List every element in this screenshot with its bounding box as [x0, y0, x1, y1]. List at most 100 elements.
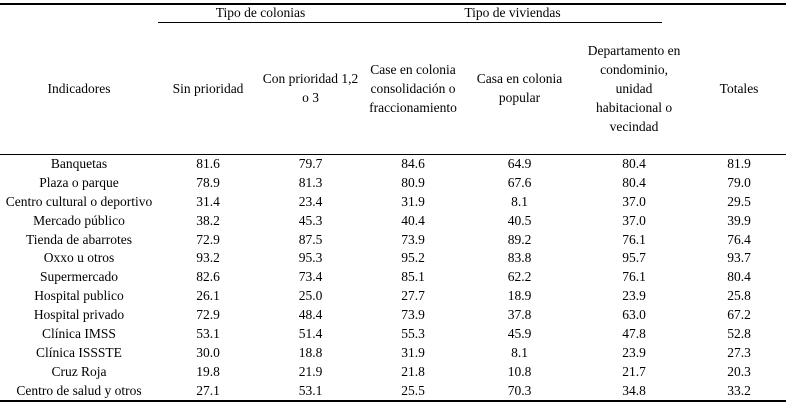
cell-value: 8.1	[511, 193, 528, 209]
cell-value: 31.9	[401, 344, 425, 360]
cell-value: 83.8	[507, 250, 532, 266]
cell-value: 47.8	[622, 325, 646, 341]
row-label: Tienda de abarrotes	[26, 231, 132, 247]
cell-value: 62.2	[507, 269, 532, 285]
cell-value: 95.2	[401, 250, 425, 266]
spanner-spacer-left	[0, 4, 158, 23]
column-header-row: Indicadores Sin prioridad Con prioridad …	[0, 23, 786, 155]
cell-value: 40.4	[401, 212, 425, 228]
cell-value: 79.7	[298, 155, 323, 171]
cell-value: 63.0	[622, 307, 646, 323]
table-row: Hospital privado 72.9 48.4 73.9 37.8 63.0 67.…	[0, 306, 786, 325]
cell-value: 80.4	[622, 155, 646, 171]
cell-value: 20.3	[727, 363, 751, 379]
group-header-tipo-de-colonias: Tipo de colonias	[158, 4, 364, 23]
cell-value: 39.9	[727, 212, 751, 228]
cell-value: 67.2	[727, 307, 751, 323]
cell-value: 19.8	[196, 363, 220, 379]
column-header-con-prioridad: Con prioridad 1,2 o 3	[258, 23, 364, 155]
cell-value: 82.6	[196, 269, 220, 285]
table-row: Tienda de abarrotes 72.9 87.5 73.9 89.2 76.1…	[0, 230, 786, 249]
column-header-totales: Totales	[692, 23, 786, 155]
cell-value: 18.9	[507, 288, 532, 304]
row-label: Clínica IMSS	[42, 325, 116, 341]
cell-value: 26.1	[196, 288, 220, 304]
cell-value: 21.9	[298, 363, 323, 379]
cell-value: 73.4	[298, 269, 323, 285]
row-label: Hospital publico	[34, 288, 124, 304]
column-header-sin-prioridad: Sin prioridad	[158, 23, 258, 155]
cell-value: 23.9	[622, 344, 646, 360]
column-header-casa-consolidacion: Case en colonia consolidación o fraccion…	[363, 23, 464, 155]
cell-value: 40.5	[507, 212, 532, 228]
cell-value: 85.1	[401, 269, 425, 285]
cell-value: 52.8	[727, 325, 751, 341]
cell-value: 31.4	[196, 193, 220, 209]
cell-value: 70.3	[507, 382, 532, 398]
table-row: Mercado público 38.2 45.3 40.4 40.5 37.0 39.9	[0, 211, 786, 230]
indicators-table: Tipo de colonias Tipo de viviendas Indic…	[0, 3, 786, 403]
row-label: Supermercado	[40, 269, 118, 285]
cell-value: 81.3	[298, 174, 323, 190]
cell-value: 55.3	[401, 325, 425, 341]
cell-value: 67.6	[507, 174, 532, 190]
cell-value: 45.9	[507, 325, 532, 341]
cell-value: 34.8	[622, 382, 646, 398]
cell-value: 80.4	[622, 174, 646, 190]
row-label: Oxxo u otros	[43, 250, 115, 266]
cell-value: 72.9	[196, 307, 220, 323]
cell-value: 87.5	[298, 231, 323, 247]
row-label: Centro de salud y otros	[16, 382, 142, 398]
cell-value: 37.8	[507, 307, 532, 323]
cell-value: 64.9	[507, 155, 532, 171]
cell-value: 45.3	[298, 212, 323, 228]
row-label: Centro cultural o deportivo	[5, 193, 153, 209]
cell-value: 27.1	[196, 382, 220, 398]
group-header-tipo-de-viviendas: Tipo de viviendas	[363, 4, 692, 23]
table-row: Cruz Roja 19.8 21.9 21.8 10.8 21.7 20.3	[0, 362, 786, 381]
cell-value: 76.1	[622, 269, 646, 285]
column-group-row: Tipo de colonias Tipo de viviendas	[0, 4, 786, 23]
table-row: Supermercado 82.6 73.4 85.1 62.2 76.1 80.4	[0, 268, 786, 287]
cell-value: 81.9	[727, 155, 751, 171]
cell-value: 76.1	[622, 231, 646, 247]
cell-value: 89.2	[507, 231, 532, 247]
cell-value: 25.0	[298, 288, 323, 304]
cell-value: 23.4	[298, 193, 323, 209]
cell-value: 30.0	[196, 344, 220, 360]
cell-value: 81.6	[196, 155, 220, 171]
cell-value: 80.9	[401, 174, 425, 190]
cell-value: 80.4	[727, 269, 751, 285]
table-row: Clínica ISSSTE 30.0 18.8 31.9 8.1 23.9 27.3	[0, 343, 786, 362]
row-label: Plaza o parque	[39, 174, 119, 190]
cell-value: 73.9	[401, 231, 425, 247]
cell-value: 95.3	[298, 250, 323, 266]
cell-value: 25.5	[401, 382, 425, 398]
table-row: Oxxo u otros 93.2 95.3 95.2 83.8 95.7 93.7	[0, 249, 786, 268]
cell-value: 23.9	[622, 288, 646, 304]
spanner-spacer-right	[692, 4, 786, 23]
row-label: Mercado público	[33, 212, 125, 228]
cell-value: 38.2	[196, 212, 220, 228]
cell-value: 29.5	[727, 193, 751, 209]
table-row: Banquetas 81.6 79.7 84.6 64.9 80.4 81.9	[0, 154, 786, 173]
cell-value: 33.2	[727, 382, 751, 398]
cell-value: 72.9	[196, 231, 220, 247]
cell-value: 93.7	[727, 250, 751, 266]
row-label: Banquetas	[50, 155, 108, 171]
group-header-label: Tipo de viviendas	[363, 5, 663, 23]
cell-value: 21.8	[401, 363, 425, 379]
table-body: Banquetas 81.6 79.7 84.6 64.9 80.4 81.9 Plaza…	[0, 154, 786, 401]
group-header-label: Tipo de colonias	[158, 5, 364, 23]
table-row: Clínica IMSS 53.1 51.4 55.3 45.9 47.8 52.8	[0, 325, 786, 344]
cell-value: 79.0	[727, 174, 751, 190]
cell-value: 18.8	[298, 344, 323, 360]
row-label: Hospital privado	[33, 307, 125, 323]
cell-value: 10.8	[507, 363, 532, 379]
cell-value: 53.1	[196, 325, 220, 341]
cell-value: 48.4	[298, 307, 323, 323]
cell-value: 37.0	[622, 212, 646, 228]
table-row: Centro cultural o deportivo 31.4 23.4 31.9…	[0, 192, 786, 211]
column-header-casa-popular: Casa en colonia popular	[463, 23, 577, 155]
